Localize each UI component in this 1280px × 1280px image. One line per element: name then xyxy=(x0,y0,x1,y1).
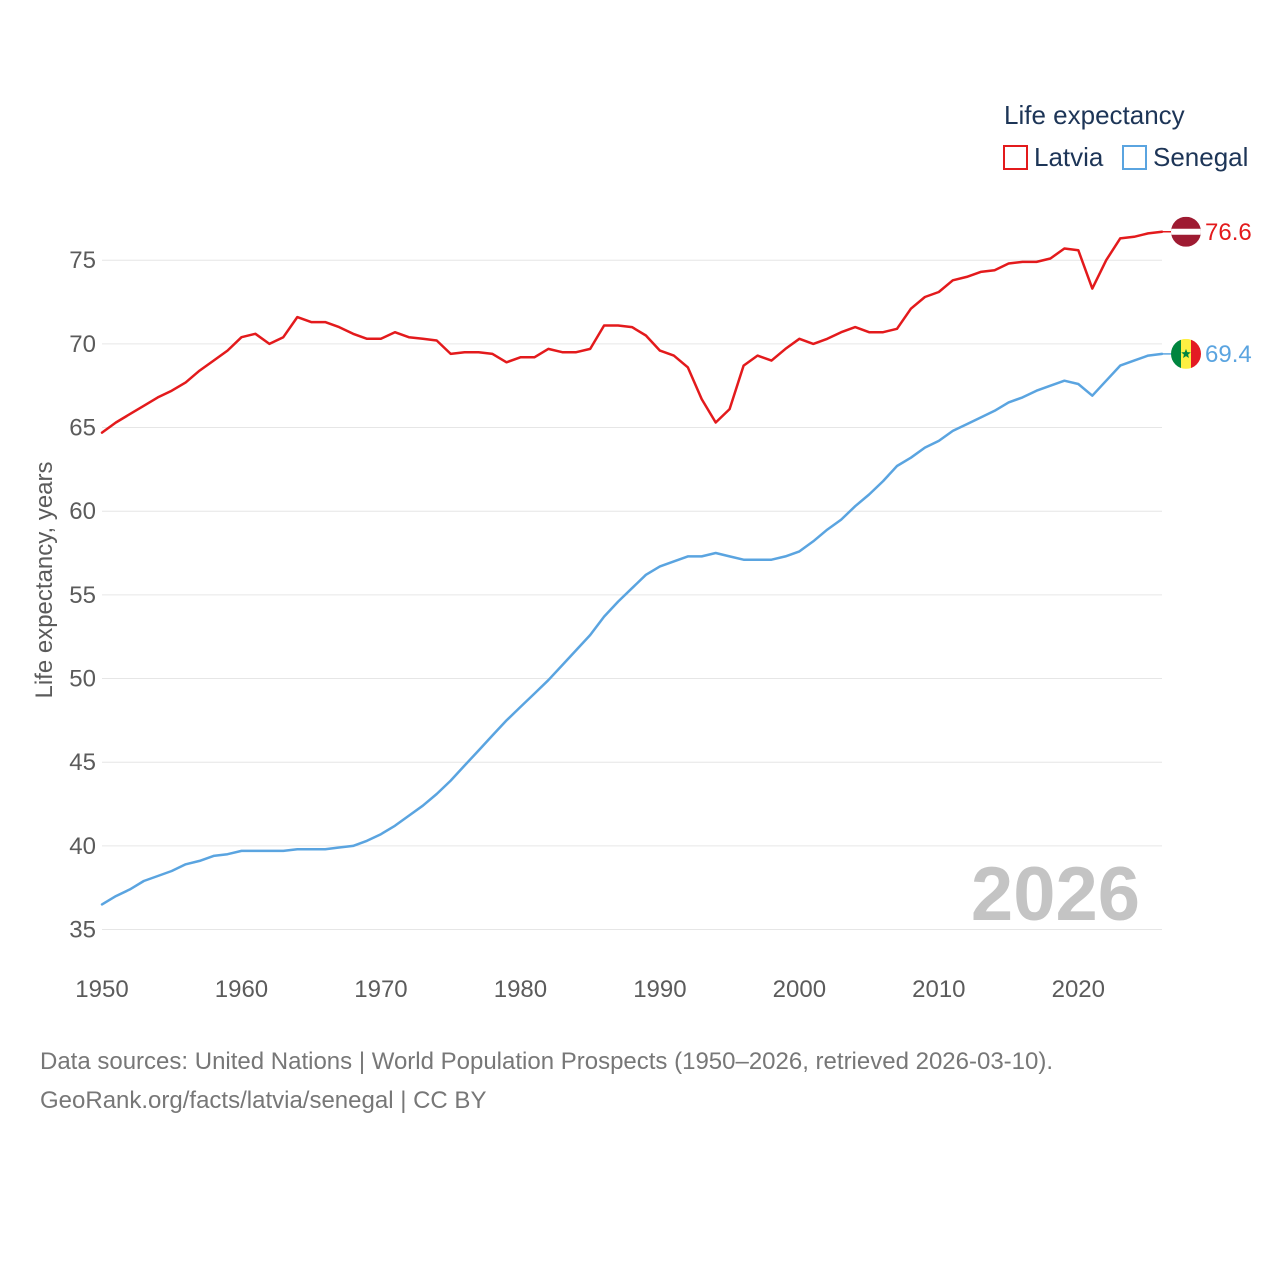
end-labels: 76.6 69.4 xyxy=(1162,216,1252,369)
legend-item-senegal[interactable]: Senegal xyxy=(1122,142,1248,172)
y-tick-label-75: 75 xyxy=(69,247,96,274)
series-line-latvia xyxy=(100,230,1164,434)
x-tick-label-1960: 1960 xyxy=(215,976,268,1003)
y-tick-label-50: 50 xyxy=(69,666,96,693)
senegal-flag-icon xyxy=(1171,338,1201,369)
legend-label-senegal: Senegal xyxy=(1153,142,1248,172)
grid-layer xyxy=(102,259,1162,931)
end-value-label-latvia: 76.6 xyxy=(1205,219,1252,246)
end-value-label-senegal: 69.4 xyxy=(1205,341,1252,368)
x-tick-label-2020: 2020 xyxy=(1052,976,1105,1003)
y-tick-label-35: 35 xyxy=(69,917,96,944)
legend-swatch-latvia xyxy=(1003,145,1028,170)
x-tick-label-2000: 2000 xyxy=(773,976,826,1003)
y-tick-label-45: 45 xyxy=(69,749,96,776)
source-url-text[interactable]: GeoRank.org/facts/latvia/senegal | CC BY xyxy=(40,1087,486,1114)
y-axis-ticks: 35 40 45 50 55 60 65 70 75 xyxy=(69,247,96,943)
x-tick-label-1950: 1950 xyxy=(75,976,128,1003)
y-tick-label-60: 60 xyxy=(69,498,96,525)
latvia-flag-icon xyxy=(1171,216,1201,247)
legend: Life expectancy Latvia Senegal xyxy=(1003,100,1248,172)
legend-label-latvia: Latvia xyxy=(1034,142,1104,172)
y-tick-label-55: 55 xyxy=(69,582,96,609)
year-stamp: 2026 xyxy=(971,852,1140,937)
x-tick-label-1970: 1970 xyxy=(354,976,407,1003)
series-layer xyxy=(100,230,1164,906)
y-tick-label-65: 65 xyxy=(69,415,96,442)
x-tick-label-1980: 1980 xyxy=(494,976,547,1003)
x-tick-label-2010: 2010 xyxy=(912,976,965,1003)
y-axis-title: Life expectancy, years xyxy=(31,461,58,698)
y-tick-label-70: 70 xyxy=(69,331,96,358)
series-line-senegal xyxy=(100,352,1164,906)
legend-swatch-senegal xyxy=(1122,145,1147,170)
legend-title: Life expectancy xyxy=(1004,100,1185,130)
y-tick-label-40: 40 xyxy=(69,833,96,860)
x-axis-ticks: 1950 1960 1970 1980 1990 2000 2010 2020 xyxy=(75,976,1105,1003)
legend-item-latvia[interactable]: Latvia xyxy=(1003,142,1104,172)
data-sources-text: Data sources: United Nations | World Pop… xyxy=(40,1048,1053,1075)
x-tick-label-1990: 1990 xyxy=(633,976,686,1003)
